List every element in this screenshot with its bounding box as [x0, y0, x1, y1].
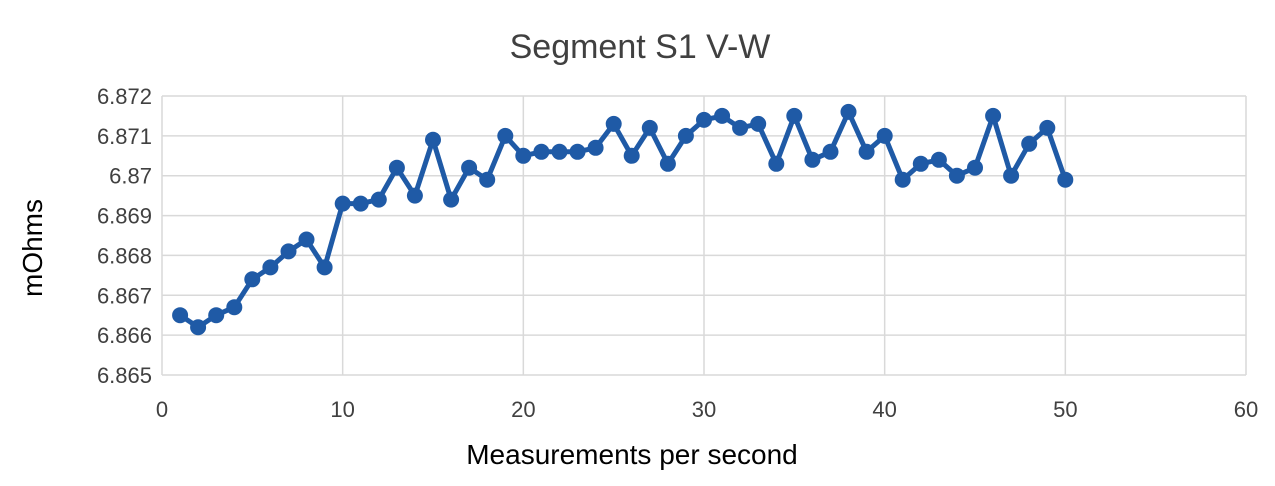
data-point	[750, 115, 767, 132]
data-point	[208, 307, 225, 324]
data-point	[569, 143, 586, 160]
series-points-group	[172, 103, 1074, 336]
y-tick-label: 6.871	[97, 124, 152, 149]
x-tick-label: 50	[1053, 397, 1077, 422]
data-point	[551, 143, 568, 160]
data-point	[443, 191, 460, 208]
x-tick-label: 30	[692, 397, 716, 422]
data-point	[623, 147, 640, 164]
x-axis-label: Measurements per second	[466, 439, 798, 470]
data-point	[732, 119, 749, 136]
data-point	[479, 171, 496, 188]
data-point	[1021, 135, 1038, 152]
data-point	[1039, 119, 1056, 136]
data-point	[768, 155, 785, 172]
y-axis-ticks: 6.865 6.866 6.867 6.868 6.869 6.87 6.871 6.872	[97, 84, 152, 388]
data-point	[226, 299, 243, 316]
y-axis-label: mOhms	[17, 199, 48, 297]
data-point	[912, 155, 929, 172]
data-point	[244, 271, 261, 288]
data-point	[948, 167, 965, 184]
data-point	[1057, 171, 1074, 188]
data-point	[461, 159, 478, 176]
y-tick-label: 6.868	[97, 243, 152, 268]
data-point	[425, 131, 441, 148]
data-point	[605, 115, 622, 132]
y-tick-label: 6.867	[97, 283, 152, 308]
data-point	[641, 119, 658, 136]
y-tick-label: 6.869	[97, 204, 152, 229]
data-point	[894, 171, 911, 188]
data-point	[822, 143, 839, 160]
data-point	[677, 127, 694, 144]
x-axis-ticks: 0 10 20 30 40 50 60	[156, 397, 1258, 422]
y-tick-label: 6.866	[97, 323, 152, 348]
data-point	[840, 103, 857, 120]
x-tick-label: 0	[156, 397, 168, 422]
data-point	[967, 159, 983, 176]
data-point	[786, 107, 803, 124]
data-point	[876, 127, 893, 144]
data-point	[858, 143, 875, 160]
data-point	[352, 195, 369, 212]
data-point	[515, 147, 532, 164]
x-tick-label: 40	[872, 397, 896, 422]
data-point	[172, 307, 189, 324]
data-point	[190, 319, 207, 336]
data-point	[497, 127, 514, 144]
data-point	[714, 107, 731, 124]
data-point	[280, 243, 297, 260]
x-tick-label: 10	[330, 397, 354, 422]
data-point	[298, 231, 315, 248]
data-point	[696, 111, 712, 128]
x-tick-label: 60	[1234, 397, 1258, 422]
data-point	[388, 159, 405, 176]
data-point	[659, 155, 676, 172]
data-point	[930, 151, 947, 168]
data-point	[370, 191, 387, 208]
data-point	[316, 259, 333, 276]
data-point	[587, 139, 604, 156]
data-point	[1003, 167, 1020, 184]
y-tick-label: 6.87	[109, 164, 152, 189]
x-tick-label: 20	[511, 397, 535, 422]
data-point	[406, 187, 423, 204]
y-tick-label: 6.872	[97, 84, 152, 109]
data-point	[262, 259, 279, 276]
grid	[161, 95, 1247, 376]
data-point	[533, 143, 550, 160]
data-point	[985, 107, 1002, 124]
y-tick-label: 6.865	[97, 363, 152, 388]
data-point	[804, 151, 821, 168]
chart-title: Segment S1 V-W	[510, 28, 771, 66]
data-point	[334, 195, 351, 212]
